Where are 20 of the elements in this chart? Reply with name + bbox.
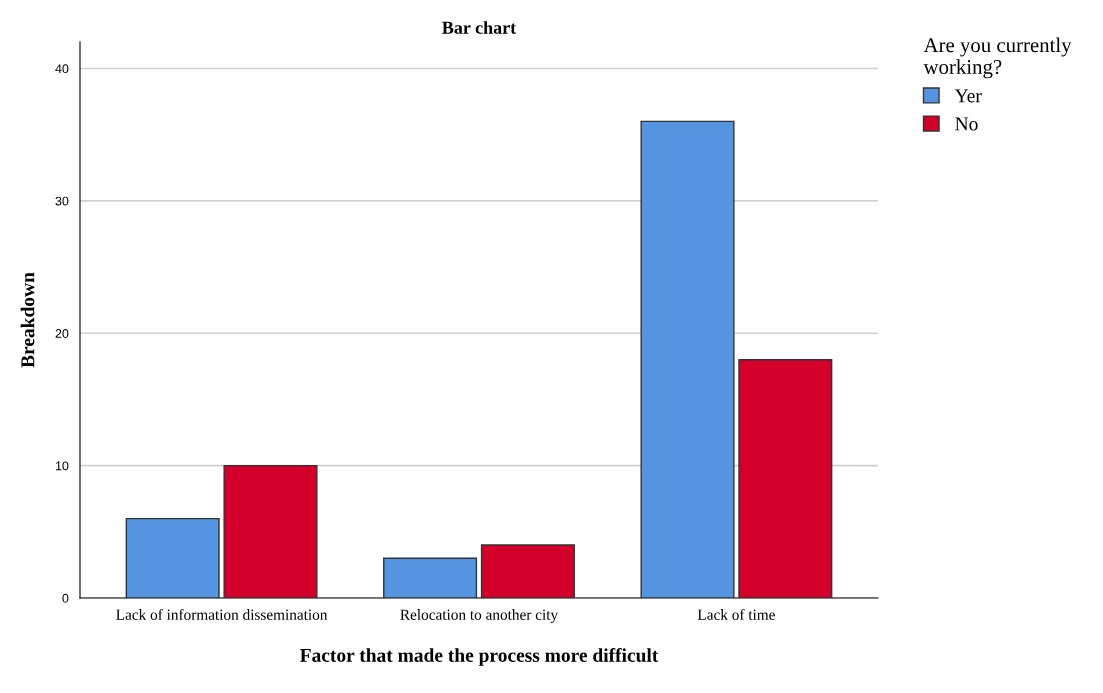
bar xyxy=(640,120,735,598)
y-tick-label: 40 xyxy=(55,64,69,74)
y-tick-label: 30 xyxy=(55,196,69,206)
x-axis-title: Factor that made the process more difficult xyxy=(300,648,659,666)
x-tick-label: Lack of information dissemination xyxy=(116,608,328,620)
bar xyxy=(125,517,220,598)
bar xyxy=(738,359,833,598)
x-tick-label: Lack of time xyxy=(697,608,775,620)
legend-title: Are you currently working? xyxy=(923,37,1072,79)
x-tick-label: Relocation to another city xyxy=(400,609,559,624)
bar xyxy=(223,464,318,598)
y-tick-label: 10 xyxy=(55,461,69,471)
y-axis-title: Breakdown xyxy=(20,272,35,368)
y-tick-label: 0 xyxy=(62,593,69,603)
legend-label: No xyxy=(955,117,978,131)
y-tick-label: 20 xyxy=(55,329,69,338)
bar xyxy=(383,557,478,598)
chart-title: Bar chart xyxy=(442,21,517,34)
bar xyxy=(480,544,575,598)
legend-label: Yer xyxy=(954,89,982,103)
